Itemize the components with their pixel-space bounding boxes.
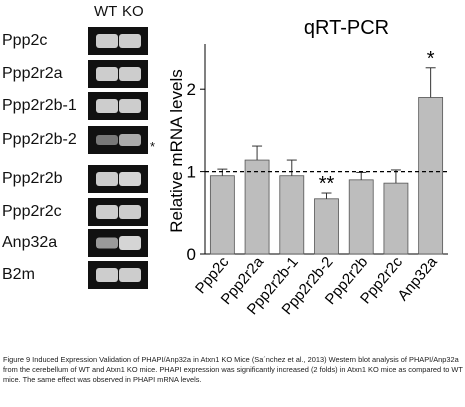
gel-strip xyxy=(88,126,148,154)
chart-title: qRT-PCR xyxy=(304,17,389,39)
gel-strip xyxy=(88,229,148,257)
ko-band xyxy=(119,205,141,219)
bar xyxy=(279,175,305,255)
y-tick-label: 2 xyxy=(187,80,196,99)
significance-mark: ** xyxy=(319,173,335,195)
gel-strip xyxy=(88,198,148,226)
gel-strip xyxy=(88,27,148,55)
bar xyxy=(418,97,444,255)
bar xyxy=(209,175,235,255)
ko-band xyxy=(119,268,141,282)
gel-significance-mark: * xyxy=(150,139,156,154)
wt-column-label: WT xyxy=(94,3,118,20)
gel-row-label: Anp32a xyxy=(2,234,58,251)
gel-row-label: Ppp2r2b xyxy=(2,170,63,187)
ko-band xyxy=(119,172,141,186)
wt-band xyxy=(96,237,118,249)
gel-row-label: Ppp2r2c xyxy=(2,203,62,220)
gel-strip xyxy=(88,92,148,120)
wt-band xyxy=(96,67,118,81)
bar xyxy=(383,182,409,255)
wt-band xyxy=(96,34,118,48)
ko-band xyxy=(119,134,141,146)
bar xyxy=(348,179,374,255)
gel-row-label: Ppp2r2b-2 xyxy=(2,131,77,148)
y-tick-label: 0 xyxy=(187,245,196,264)
gel-column-header: WT KO xyxy=(91,3,151,23)
bar xyxy=(244,159,270,255)
wt-band xyxy=(96,99,118,113)
gel-row-label: Ppp2c xyxy=(2,32,48,49)
figure-caption: Figure 9 Induced Expression Validation o… xyxy=(3,355,463,384)
gel-strip xyxy=(88,261,148,289)
gel-row-label: Ppp2r2b-1 xyxy=(2,97,77,114)
y-tick-label: 1 xyxy=(187,163,196,182)
ko-band xyxy=(119,236,141,250)
ko-column-label: KO xyxy=(122,3,144,20)
significance-mark: * xyxy=(427,48,435,70)
gel-row-label: Ppp2r2a xyxy=(2,65,63,82)
bar xyxy=(314,198,339,255)
wt-band xyxy=(96,268,118,282)
wt-band xyxy=(96,135,118,145)
ko-band xyxy=(119,34,141,48)
gel-row-label: B2m xyxy=(2,266,35,283)
y-axis-label: Relative mRNA levels xyxy=(167,69,186,232)
wt-band xyxy=(96,205,118,219)
gel-strip xyxy=(88,60,148,88)
ko-band xyxy=(119,67,141,81)
wt-band xyxy=(96,172,118,186)
ko-band xyxy=(119,99,141,113)
gel-strip xyxy=(88,165,148,193)
